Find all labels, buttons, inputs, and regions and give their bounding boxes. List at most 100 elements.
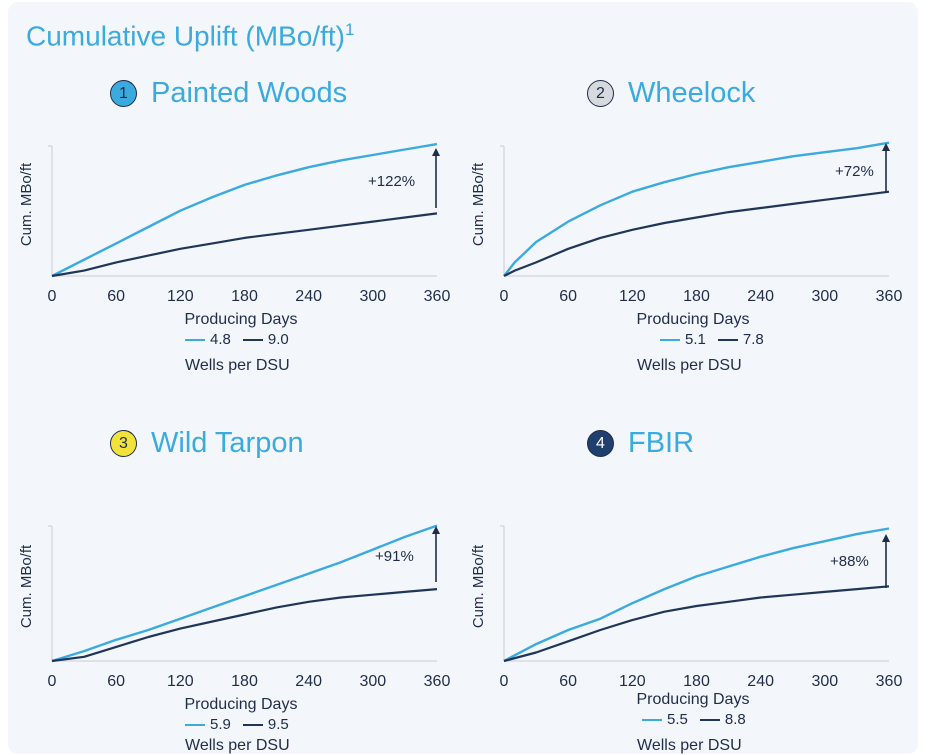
chart-4-plot bbox=[500, 525, 890, 663]
title-footnote: 1 bbox=[344, 20, 355, 39]
chart-3-legend: 5.9 9.5 bbox=[185, 716, 301, 733]
chart-1-number-badge: 1 bbox=[110, 80, 137, 107]
chart-3-legend-label: 9.5 bbox=[267, 716, 289, 733]
chart-1-x-tick-label: 300 bbox=[359, 288, 387, 305]
chart-3-uplift-arrow-head bbox=[432, 526, 440, 534]
chart-1-legend-title: Wells per DSU bbox=[185, 357, 290, 374]
chart-4-x-tick-label: 0 bbox=[499, 673, 509, 690]
chart-1-legend-swatch bbox=[242, 338, 263, 341]
chart-3-x-tick-label: 120 bbox=[166, 673, 194, 690]
chart-1-x-tick-label: 360 bbox=[423, 288, 451, 305]
chart-4-uplift-arrow bbox=[882, 534, 890, 588]
chart-2-legend-item: 7.8 bbox=[717, 331, 764, 348]
chart-4-x-tick-label: 360 bbox=[875, 673, 903, 690]
chart-4-x-axis-label: Producing Days bbox=[636, 691, 750, 708]
chart-4-legend-swatch bbox=[699, 718, 720, 721]
chart-2-series-line-7.8 bbox=[503, 190, 890, 277]
chart-4-legend-label: 8.8 bbox=[724, 711, 746, 728]
chart-4-uplift-arrow-head bbox=[882, 534, 890, 542]
chart-4-x-tick-label: 60 bbox=[559, 673, 578, 690]
chart-3-x-tick-label: 240 bbox=[295, 673, 322, 690]
chart-1-x-tick-label: 240 bbox=[295, 288, 322, 305]
chart-1-x-tick-label: 0 bbox=[47, 288, 57, 305]
panel-background bbox=[8, 2, 918, 754]
chart-2-legend-item: 5.1 bbox=[660, 331, 706, 348]
chart-3-series-line-9.5 bbox=[51, 588, 438, 663]
chart-2-uplift-arrow-head bbox=[882, 143, 890, 151]
chart-4-uplift-label: +88% bbox=[830, 553, 869, 570]
chart-4-title: 4 FBIR bbox=[587, 427, 694, 460]
chart-2-legend-label: 7.8 bbox=[742, 331, 764, 348]
chart-2-legend-swatch bbox=[717, 338, 738, 341]
chart-2-y-axis-label: Cum. MBo/ft bbox=[470, 162, 488, 247]
chart-4-legend: 5.5 8.8 bbox=[642, 711, 758, 728]
chart-2-legend-title: Wells per DSU bbox=[637, 357, 742, 374]
chart-3-number-badge: 3 bbox=[110, 430, 137, 457]
chart-4-series-line-5.5 bbox=[503, 527, 890, 663]
chart-1-series-line-9.0 bbox=[51, 212, 438, 278]
chart-4-legend-swatch bbox=[642, 718, 662, 721]
chart-1-x-tick-label: 180 bbox=[231, 288, 258, 305]
chart-1-y-axis-label: Cum. MBo/ft bbox=[18, 162, 36, 247]
chart-1-uplift-arrow-head bbox=[432, 148, 440, 156]
chart-4-x-tick-label: 300 bbox=[811, 673, 839, 690]
chart-2-x-tick-label: 360 bbox=[875, 288, 903, 305]
chart-2-title-text: Wheelock bbox=[628, 77, 756, 109]
chart-4-x-tick-label: 180 bbox=[683, 673, 710, 690]
chart-3-legend-item: 9.5 bbox=[242, 716, 289, 733]
chart-2-plot bbox=[500, 141, 890, 277]
chart-1-title: 1 Painted Woods bbox=[110, 77, 347, 110]
chart-2-x-axis-label: Producing Days bbox=[636, 311, 750, 328]
chart-2-x-tick-label: 0 bbox=[499, 288, 509, 305]
chart-1-uplift-label: +122% bbox=[368, 173, 416, 190]
chart-1-x-tick-label: 60 bbox=[107, 288, 126, 305]
chart-1-legend-label: 9.0 bbox=[267, 331, 289, 348]
chart-2-legend: 5.1 7.8 bbox=[660, 331, 776, 348]
chart-2-legend-swatch bbox=[660, 338, 680, 341]
chart-3-x-tick-label: 300 bbox=[359, 673, 387, 690]
chart-1-x-axis-label: Producing Days bbox=[184, 311, 298, 328]
chart-3-x-tick-label: 360 bbox=[423, 673, 451, 690]
chart-2-uplift-arrow bbox=[882, 143, 890, 193]
chart-3-x-tick-label: 0 bbox=[47, 673, 57, 690]
chart-3-x-tick-label: 180 bbox=[231, 673, 258, 690]
chart-1-legend-swatch bbox=[185, 338, 205, 341]
chart-2-x-tick-label: 240 bbox=[747, 288, 774, 305]
chart-4-legend-title: Wells per DSU bbox=[637, 737, 742, 754]
chart-2-title: 2 Wheelock bbox=[587, 77, 755, 110]
chart-1-plot bbox=[48, 142, 438, 278]
chart-3-series-line-5.9 bbox=[51, 524, 438, 663]
chart-3-uplift-arrow bbox=[432, 526, 440, 582]
chart-3-plot bbox=[48, 524, 438, 663]
chart-1-uplift-arrow bbox=[432, 148, 440, 208]
chart-4-title-text: FBIR bbox=[628, 427, 695, 459]
chart-3-title-text: Wild Tarpon bbox=[151, 427, 304, 459]
chart-3-legend-label: 5.9 bbox=[210, 716, 231, 733]
chart-3-uplift-label: +91% bbox=[375, 548, 414, 565]
chart-4-number-badge: 4 bbox=[587, 430, 614, 457]
chart-4-legend-item: 5.5 bbox=[642, 711, 688, 728]
chart-1-x-tick-label: 120 bbox=[166, 288, 194, 305]
chart-3-x-axis-label: Producing Days bbox=[184, 696, 298, 713]
chart-3-legend-swatch bbox=[185, 723, 205, 726]
chart-2-number-badge: 2 bbox=[587, 80, 614, 107]
page-title: Cumulative Uplift (MBo/ft)1 bbox=[26, 20, 355, 52]
chart-2-series-line-5.1 bbox=[503, 141, 890, 277]
chart-1-legend: 4.8 9.0 bbox=[185, 331, 301, 348]
chart-2-x-tick-label: 60 bbox=[559, 288, 578, 305]
chart-4-legend-label: 5.5 bbox=[667, 711, 688, 728]
chart-4-y-axis-label: Cum. MBo/ft bbox=[470, 544, 488, 629]
chart-3-x-tick-label: 60 bbox=[107, 673, 126, 690]
chart-2-x-tick-label: 300 bbox=[811, 288, 839, 305]
chart-4-series-line-8.8 bbox=[503, 585, 890, 663]
chart-2-x-tick-label: 180 bbox=[683, 288, 710, 305]
chart-1-title-text: Painted Woods bbox=[151, 77, 348, 109]
chart-3-legend-title: Wells per DSU bbox=[185, 737, 290, 754]
chart-3-legend-item: 5.9 bbox=[185, 716, 231, 733]
chart-1-legend-item: 9.0 bbox=[242, 331, 289, 348]
chart-4-legend-item: 8.8 bbox=[699, 711, 746, 728]
chart-2-x-tick-label: 120 bbox=[618, 288, 646, 305]
chart-1-legend-label: 4.8 bbox=[210, 331, 231, 348]
chart-4-x-tick-label: 240 bbox=[747, 673, 774, 690]
chart-2-legend-label: 5.1 bbox=[685, 331, 706, 348]
